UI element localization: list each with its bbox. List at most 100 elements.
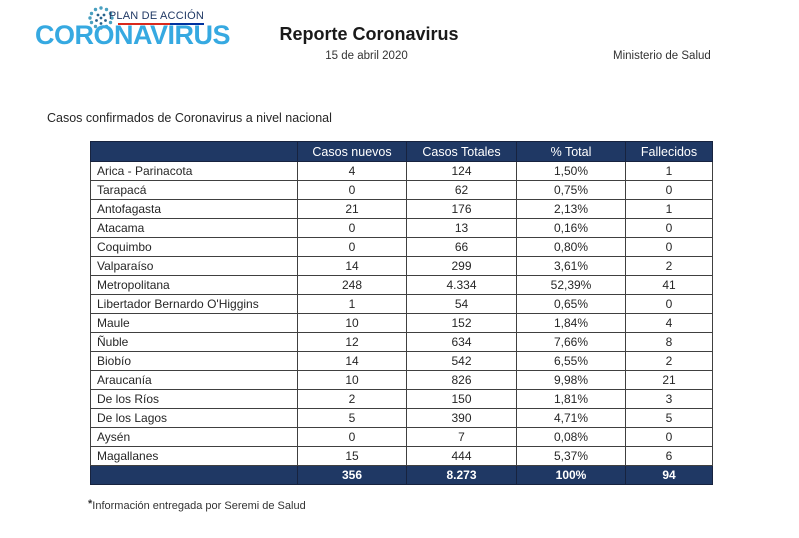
column-header-casos-totales: Casos Totales — [406, 141, 517, 162]
underline-red-segment — [118, 23, 170, 25]
region-name-cell: Magallanes — [90, 446, 298, 466]
totals-empty-cell — [90, 465, 298, 485]
casos-nuevos-cell: 14 — [297, 351, 407, 371]
table-row: Atacama 0 13 0,16% 0 — [90, 218, 713, 238]
column-header-pct-total: % Total — [516, 141, 626, 162]
logo-brand-text: CORONAVIRUS — [35, 20, 231, 50]
casos-totales-cell: 54 — [406, 294, 517, 314]
pct-total-cell: 1,50% — [516, 161, 626, 181]
fallecidos-cell: 0 — [625, 180, 713, 200]
casos-totales-cell: 66 — [406, 237, 517, 257]
region-name-cell: Ñuble — [90, 332, 298, 352]
column-header-region — [90, 141, 298, 162]
region-name-cell: Atacama — [90, 218, 298, 238]
ministry-label: Ministerio de Salud — [613, 50, 711, 62]
pct-total-cell: 0,80% — [516, 237, 626, 257]
table-row: Arica - Parinacota 4 124 1,50% 1 — [90, 161, 713, 181]
table-row: Magallanes 15 444 5,37% 6 — [90, 446, 713, 466]
fallecidos-cell: 0 — [625, 427, 713, 447]
footnote: *Información entregada por Seremi de Sal… — [88, 498, 306, 512]
region-name-cell: Arica - Parinacota — [90, 161, 298, 181]
fallecidos-cell: 2 — [625, 351, 713, 371]
region-name-cell: Libertador Bernardo O'Higgins — [90, 294, 298, 314]
casos-totales-cell: 7 — [406, 427, 517, 447]
pct-total-cell: 52,39% — [516, 275, 626, 295]
cases-by-region-table: Casos nuevos Casos Totales % Total Falle… — [90, 141, 713, 485]
virus-icon — [88, 6, 114, 30]
pct-total-cell: 1,81% — [516, 389, 626, 409]
casos-totales-cell: 826 — [406, 370, 517, 390]
report-date: 15 de abril 2020 — [325, 50, 408, 62]
pct-total-cell: 0,08% — [516, 427, 626, 447]
pct-total-cell: 0,75% — [516, 180, 626, 200]
fallecidos-cell: 41 — [625, 275, 713, 295]
casos-totales-cell: 124 — [406, 161, 517, 181]
casos-totales-cell: 4.334 — [406, 275, 517, 295]
fallecidos-cell: 0 — [625, 237, 713, 257]
casos-nuevos-cell: 0 — [297, 218, 407, 238]
casos-totales-cell: 152 — [406, 313, 517, 333]
casos-totales-cell: 634 — [406, 332, 517, 352]
pct-total-cell: 3,61% — [516, 256, 626, 276]
cases-table-body: Arica - Parinacota 4 124 1,50% 1 Tarapacá 0 62 0… — [90, 161, 713, 466]
pct-total-cell: 5,37% — [516, 446, 626, 466]
fallecidos-cell: 3 — [625, 389, 713, 409]
totals-fallecidos: 94 — [625, 465, 713, 485]
fallecidos-cell: 21 — [625, 370, 713, 390]
fallecidos-cell: 5 — [625, 408, 713, 428]
table-row: Araucanía 10 826 9,98% 21 — [90, 370, 713, 390]
pct-total-cell: 1,84% — [516, 313, 626, 333]
casos-nuevos-cell: 4 — [297, 161, 407, 181]
casos-nuevos-cell: 14 — [297, 256, 407, 276]
casos-totales-cell: 13 — [406, 218, 517, 238]
fallecidos-cell: 0 — [625, 294, 713, 314]
region-name-cell: Maule — [90, 313, 298, 333]
region-name-cell: Metropolitana — [90, 275, 298, 295]
table-row: Valparaíso 14 299 3,61% 2 — [90, 256, 713, 276]
casos-nuevos-cell: 5 — [297, 408, 407, 428]
totals-row: 356 8.273 100% 94 — [90, 465, 713, 485]
pct-total-cell: 0,16% — [516, 218, 626, 238]
casos-nuevos-cell: 1 — [297, 294, 407, 314]
plan-de-accion-coronavirus-logo: PLAN DE ACCIÓN CORONAVIRUS — [35, 3, 231, 51]
casos-nuevos-cell: 0 — [297, 427, 407, 447]
region-name-cell: De los Ríos — [90, 389, 298, 409]
table-row: Ñuble 12 634 7,66% 8 — [90, 332, 713, 352]
casos-nuevos-cell: 15 — [297, 446, 407, 466]
footnote-text: Información entregada por Seremi de Salu… — [92, 500, 306, 512]
fallecidos-cell: 0 — [625, 218, 713, 238]
table-row: Maule 10 152 1,84% 4 — [90, 313, 713, 333]
casos-nuevos-cell: 12 — [297, 332, 407, 352]
table-row: Libertador Bernardo O'Higgins 1 54 0,65% 0 — [90, 294, 713, 314]
logo-underline — [118, 23, 204, 25]
fallecidos-cell: 6 — [625, 446, 713, 466]
column-header-casos-nuevos: Casos nuevos — [297, 141, 407, 162]
casos-totales-cell: 150 — [406, 389, 517, 409]
casos-totales-cell: 390 — [406, 408, 517, 428]
casos-nuevos-cell: 0 — [297, 237, 407, 257]
region-name-cell: Aysén — [90, 427, 298, 447]
pct-total-cell: 6,55% — [516, 351, 626, 371]
fallecidos-cell: 2 — [625, 256, 713, 276]
table-row: Biobío 14 542 6,55% 2 — [90, 351, 713, 371]
fallecidos-cell: 1 — [625, 161, 713, 181]
region-name-cell: Valparaíso — [90, 256, 298, 276]
table-row: Metropolitana 248 4.334 52,39% 41 — [90, 275, 713, 295]
table-row: De los Lagos 5 390 4,71% 5 — [90, 408, 713, 428]
casos-nuevos-cell: 10 — [297, 370, 407, 390]
table-row: De los Ríos 2 150 1,81% 3 — [90, 389, 713, 409]
casos-totales-cell: 444 — [406, 446, 517, 466]
casos-totales-cell: 299 — [406, 256, 517, 276]
pct-total-cell: 4,71% — [516, 408, 626, 428]
table-row: Antofagasta 21 176 2,13% 1 — [90, 199, 713, 219]
casos-nuevos-cell: 21 — [297, 199, 407, 219]
region-name-cell: Coquimbo — [90, 237, 298, 257]
casos-nuevos-cell: 0 — [297, 180, 407, 200]
underline-blue-segment — [170, 23, 204, 25]
region-name-cell: Araucanía — [90, 370, 298, 390]
casos-totales-cell: 62 — [406, 180, 517, 200]
pct-total-cell: 0,65% — [516, 294, 626, 314]
totals-casos-totales: 8.273 — [406, 465, 517, 485]
casos-nuevos-cell: 2 — [297, 389, 407, 409]
